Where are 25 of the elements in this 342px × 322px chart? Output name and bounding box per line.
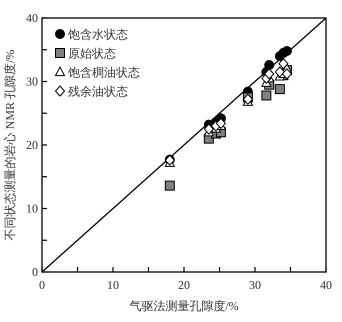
x-tick-label: 20 [178,278,190,292]
x-tick-label: 40 [320,278,332,292]
point [282,46,292,56]
legend-label: 饱含稠油状态 [67,66,140,80]
point [274,66,285,78]
y-tick-label: 20 [26,138,38,152]
y-tick-label: 40 [26,11,38,25]
y-tick-label: 10 [26,202,38,216]
legend-label: 原始状态 [68,46,116,60]
legend-label: 饱含水状态 [67,28,128,42]
point [204,124,214,135]
point [278,58,288,70]
x-axis-title: 气驱法测量孔隙度/% [129,299,239,313]
x-tick-label: 30 [249,278,261,292]
y-tick-label: 0 [32,265,38,279]
point [274,84,285,94]
y-axis-title: 不同状态测量的岩心 NMR 孔隙度/% [3,50,17,240]
point [264,60,274,70]
y-tick-label: 30 [26,74,38,88]
point [282,68,292,80]
legend-label: 残余油状态 [68,84,128,98]
point [261,90,272,100]
x-tick-label: 10 [107,278,119,292]
point [164,180,175,191]
point [264,68,274,80]
